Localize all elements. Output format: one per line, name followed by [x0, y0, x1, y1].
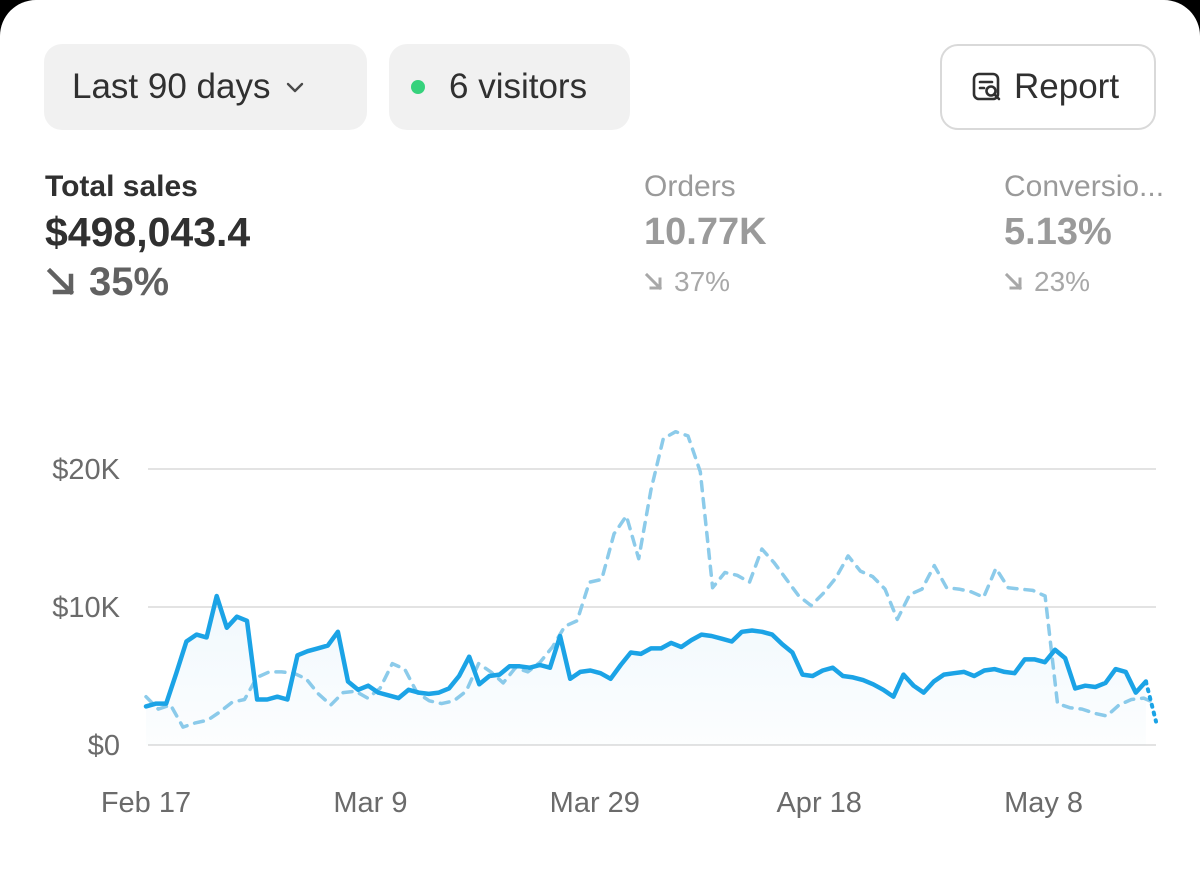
- live-dot-icon: [411, 80, 425, 94]
- current-series-area: [146, 596, 1146, 745]
- metric-total-sales[interactable]: Total sales $498,043.4 35%: [45, 168, 250, 302]
- arrow-down-right-icon: [1004, 272, 1023, 291]
- metric-value: 5.13%: [1004, 211, 1112, 253]
- visitors-label: 6 visitors: [449, 67, 588, 106]
- x-tick-label: Mar 9: [333, 787, 407, 819]
- metric-orders[interactable]: Orders 10.77K 37%: [644, 168, 767, 302]
- x-tick-label: Feb 17: [101, 787, 191, 819]
- x-tick-label: Mar 29: [550, 787, 640, 819]
- metric-value: $498,043.4: [45, 209, 251, 255]
- arrow-down-right-icon: [644, 272, 663, 291]
- current-series-partial-line: [1143, 679, 1158, 724]
- y-tick-label: $20K: [52, 454, 120, 486]
- x-tick-label: Apr 18: [776, 787, 861, 819]
- arrow-down-right-icon: [46, 267, 75, 296]
- metric-change-value: 23%: [1034, 266, 1091, 297]
- current-series-line: [143, 593, 1149, 709]
- metric-value: 10.77K: [644, 211, 767, 253]
- report-label: Report: [1014, 67, 1120, 106]
- metric-conversion[interactable]: Conversio... 5.13% 23%: [1004, 168, 1200, 302]
- metric-label: Total sales: [45, 170, 198, 203]
- metric-change: 37%: [644, 262, 767, 302]
- sales-line-chart: $0 $10K $20K Feb 17 Mar 9 Mar 29 Apr 18 May 8: [52, 429, 1158, 819]
- x-tick-label: May 8: [1004, 787, 1083, 819]
- chevron-down-icon: [287, 82, 304, 93]
- report-search-icon: [972, 72, 1001, 101]
- report-button[interactable]: Report: [940, 44, 1156, 130]
- y-tick-label: $10K: [52, 592, 120, 624]
- metric-label: Conversio...: [1004, 170, 1165, 203]
- y-tick-label: $0: [88, 730, 120, 762]
- date-range-label: Last 90 days: [72, 67, 271, 106]
- live-visitors-button[interactable]: 6 visitors: [389, 44, 630, 130]
- date-range-dropdown[interactable]: Last 90 days: [44, 44, 367, 130]
- metric-label: Orders: [644, 170, 736, 203]
- metric-change: 23%: [1004, 262, 1200, 302]
- metric-change-value: 37%: [674, 266, 731, 297]
- metric-change-value: 35%: [89, 260, 170, 304]
- metric-change: 35%: [45, 262, 250, 302]
